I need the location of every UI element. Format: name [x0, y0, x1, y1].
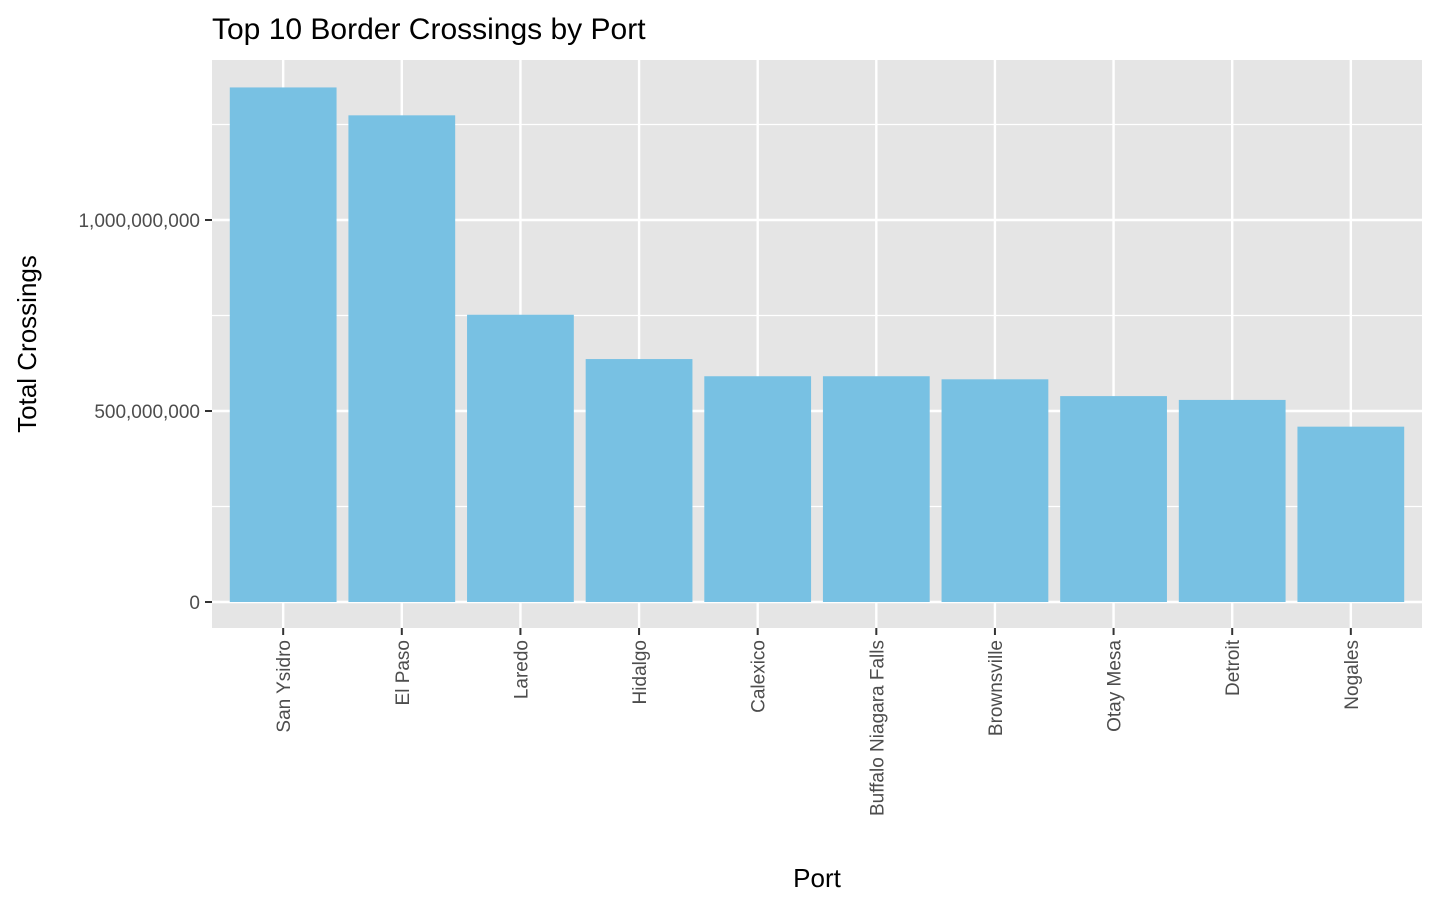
x-axis-title: Port — [793, 863, 841, 893]
x-tick-label: Brownsville — [986, 640, 1007, 736]
bar-san-ysidro — [229, 87, 337, 603]
y-tick-label: 500,000,000 — [94, 402, 200, 423]
chart-title: Top 10 Border Crossings by Port — [212, 13, 646, 46]
x-tick-label: Nogales — [1342, 640, 1363, 710]
bar-otay-mesa — [1060, 396, 1167, 602]
bar-nogales — [1297, 426, 1405, 602]
bar-detroit — [1178, 399, 1286, 602]
bar-brownsville — [941, 379, 1049, 602]
x-tick-label: Calexico — [749, 640, 770, 713]
x-tick-label: Buffalo Niagara Falls — [867, 640, 888, 816]
y-tick-label: 0 — [189, 593, 200, 614]
bar-el-paso — [348, 115, 456, 602]
bar-hidalgo — [585, 359, 693, 602]
x-tick-label: El Paso — [393, 640, 414, 705]
y-axis-ticks: 0 500,000,000 1,000,000,000 — [78, 211, 212, 614]
y-tick-label: 1,000,000,000 — [78, 211, 200, 232]
bars — [229, 87, 1405, 603]
bar-laredo — [467, 314, 574, 602]
y-axis-title: Total Crossings — [12, 255, 42, 433]
x-axis-ticks: San Ysidro El Paso Laredo Hidalgo Calexico Bu… — [274, 628, 1363, 816]
x-tick-label: Detroit — [1223, 639, 1244, 696]
bar-buffalo-niagara-falls — [822, 376, 930, 602]
x-tick-label: Otay Mesa — [1105, 640, 1126, 732]
x-tick-label: Hidalgo — [630, 640, 651, 704]
x-tick-label: Laredo — [511, 640, 532, 699]
x-tick-label: San Ysidro — [274, 640, 295, 733]
bar-calexico — [704, 376, 812, 602]
